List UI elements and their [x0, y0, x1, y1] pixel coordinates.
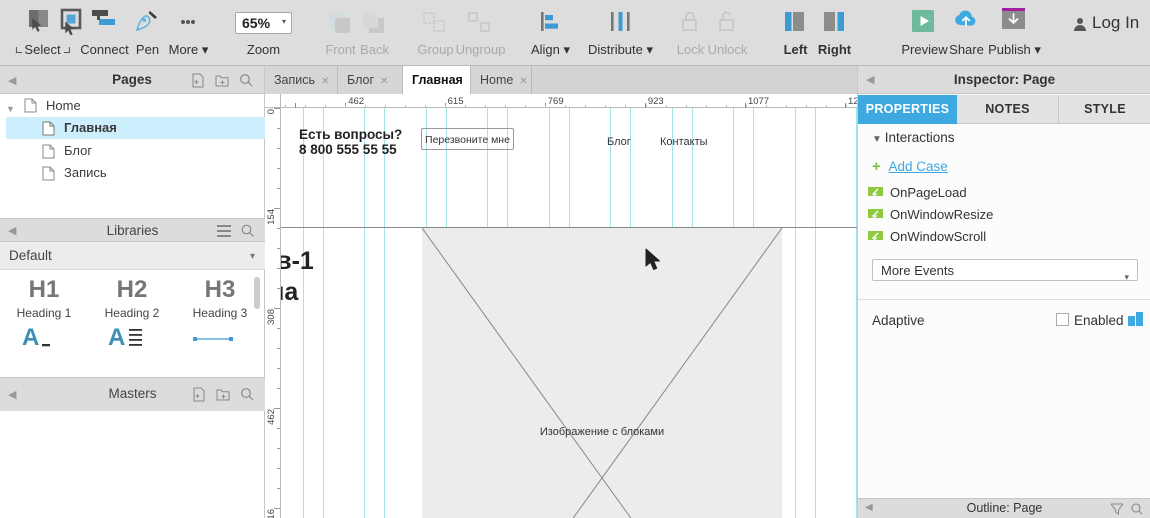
svg-text:A: A — [108, 325, 125, 351]
svg-text:A: A — [22, 325, 39, 351]
